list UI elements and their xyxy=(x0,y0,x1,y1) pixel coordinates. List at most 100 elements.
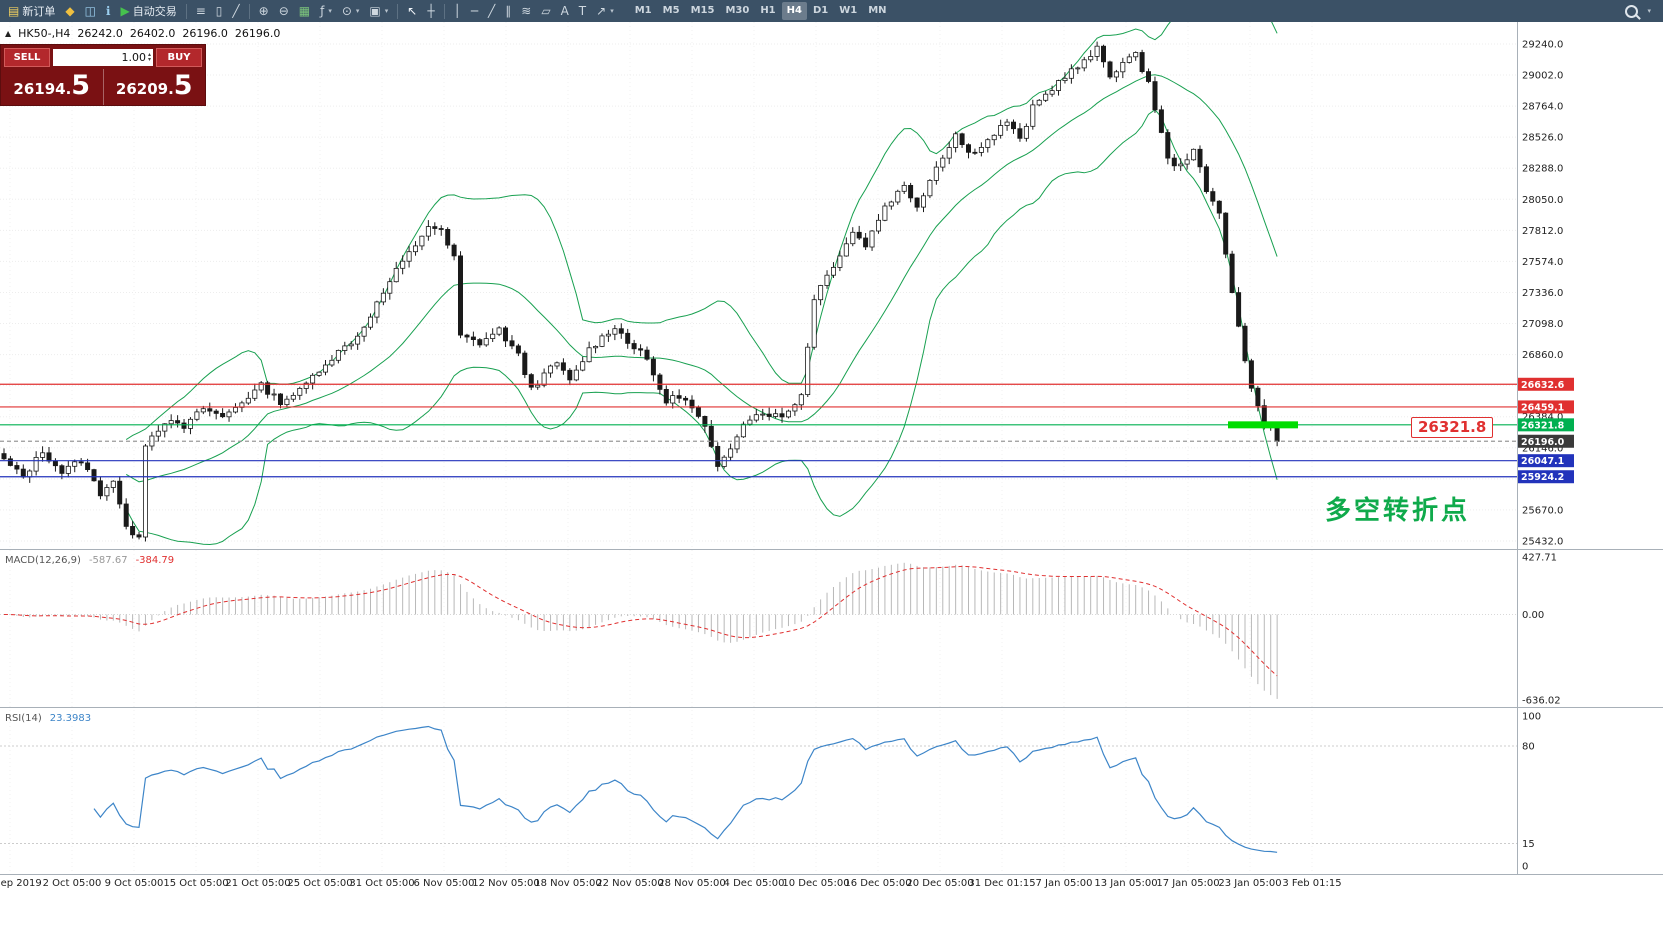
svg-text:26146.0: 26146.0 xyxy=(1522,443,1563,454)
indicators-icon[interactable]: ƒ ▾ xyxy=(316,2,336,20)
text-label-icon: T xyxy=(578,4,587,18)
buy-price-main: 26209. xyxy=(115,80,174,98)
dropdown-caret-icon: ▾ xyxy=(328,7,332,15)
zoom-in-icon[interactable]: ⊕ xyxy=(255,2,273,20)
crosshair-icon[interactable]: ┼ xyxy=(423,2,438,20)
svg-text:12 Nov 05:00: 12 Nov 05:00 xyxy=(472,878,539,889)
svg-text:26459.1: 26459.1 xyxy=(1521,402,1564,413)
arrows-icon[interactable]: ↗ ▾ xyxy=(592,2,618,20)
macd-name: MACD(12,26,9) xyxy=(5,555,81,566)
zoom-out-icon: ⊖ xyxy=(278,4,289,18)
terminal-window-icon: ◫ xyxy=(84,4,96,18)
svg-text:10 Dec 05:00: 10 Dec 05:00 xyxy=(782,878,849,889)
svg-text:27098.0: 27098.0 xyxy=(1522,319,1563,330)
svg-text:28050.0: 28050.0 xyxy=(1522,195,1563,206)
text-label-icon[interactable]: T xyxy=(575,2,590,20)
timeframe-h1[interactable]: H1 xyxy=(760,5,776,16)
templates-icon[interactable]: ▣ ▾ xyxy=(365,2,392,20)
auto-trading-button[interactable]: ▶ 自动交易 xyxy=(116,2,180,20)
svg-text:6 Nov 05:00: 6 Nov 05:00 xyxy=(413,878,474,889)
timeframe-m30[interactable]: M30 xyxy=(725,5,750,16)
text-icon[interactable]: A xyxy=(557,2,573,20)
buy-price[interactable]: 26209. 5 xyxy=(102,69,206,105)
horizontal-line-icon[interactable]: ─ xyxy=(467,2,482,20)
toolbar-overflow-icon[interactable]: ▾ xyxy=(1647,7,1651,15)
toolbar-right-group: ▾ xyxy=(1625,4,1659,18)
help-icon: ℹ xyxy=(105,4,111,18)
line-chart-icon: ╱ xyxy=(232,4,240,18)
timeframe-w1[interactable]: W1 xyxy=(839,5,858,16)
svg-text:3 Feb 01:15: 3 Feb 01:15 xyxy=(1282,878,1341,889)
dropdown-caret-icon: ▾ xyxy=(610,7,614,15)
terminal-window-icon[interactable]: ◫ xyxy=(81,2,100,20)
svg-text:26384.0: 26384.0 xyxy=(1522,412,1563,423)
equidistant-channel-icon[interactable]: ∥ xyxy=(501,2,515,20)
rsi-value: 23.3983 xyxy=(49,713,92,724)
svg-text:18 Nov 05:00: 18 Nov 05:00 xyxy=(534,878,601,889)
timeframe-mn[interactable]: MN xyxy=(868,5,887,16)
timeframe-m5[interactable]: M5 xyxy=(662,5,680,16)
svg-text:17 Jan 05:00: 17 Jan 05:00 xyxy=(1156,878,1219,889)
line-chart-icon[interactable]: ╱ xyxy=(228,2,243,20)
volume-down-button[interactable]: ▾ xyxy=(147,56,151,63)
svg-text:25 Sep 2019: 25 Sep 2019 xyxy=(0,878,42,889)
templates-icon: ▣ xyxy=(369,4,381,18)
equidistant-channel-icon: ∥ xyxy=(505,4,512,18)
tile-windows-icon[interactable]: ▦ xyxy=(295,2,314,20)
turning-point-text-object[interactable]: 多空转折点 xyxy=(1325,496,1471,526)
sell-button[interactable]: SELL xyxy=(4,47,50,67)
candlestick-chart-icon[interactable]: ▯ xyxy=(212,2,227,20)
svg-text:26196.0: 26196.0 xyxy=(1521,437,1565,448)
bar-chart-icon[interactable]: ≡ xyxy=(192,2,210,20)
svg-text:80: 80 xyxy=(1522,742,1535,753)
periods-icon[interactable]: ⊙ ▾ xyxy=(338,2,364,20)
svg-text:29240.0: 29240.0 xyxy=(1522,40,1563,51)
ohlc-high: 26402.0 xyxy=(129,27,176,40)
timeframe-d1[interactable]: D1 xyxy=(812,5,829,16)
zoom-out-icon[interactable]: ⊖ xyxy=(275,2,293,20)
buy-price-big: 5 xyxy=(173,70,193,101)
timeframe-h4[interactable]: H4 xyxy=(781,2,807,20)
price-callout-object[interactable]: 26321.8 xyxy=(1411,417,1494,438)
toolbar-separator xyxy=(248,3,250,19)
sell-price[interactable]: 26194. 5 xyxy=(1,69,103,105)
trendline-icon[interactable]: ╱ xyxy=(484,2,499,20)
new-order-button-label: 新订单 xyxy=(22,5,56,18)
svg-text:27336.0: 27336.0 xyxy=(1522,288,1563,299)
timeframe-m15[interactable]: M15 xyxy=(690,5,715,16)
svg-text:26860.0: 26860.0 xyxy=(1522,350,1563,361)
volume-field[interactable]: 1.00 ▴ ▾ xyxy=(53,48,153,66)
svg-text:22 Nov 05:00: 22 Nov 05:00 xyxy=(596,878,663,889)
new-order-icon: ▤ xyxy=(8,4,20,18)
svg-text:15 Oct 05:00: 15 Oct 05:00 xyxy=(163,878,228,889)
cursor-icon: ↖ xyxy=(407,4,418,18)
svg-text:25 Oct 05:00: 25 Oct 05:00 xyxy=(287,878,352,889)
text-icon: A xyxy=(560,4,569,18)
buy-button[interactable]: BUY xyxy=(156,47,202,67)
svg-text:27812.0: 27812.0 xyxy=(1522,226,1563,237)
svg-text:0.00: 0.00 xyxy=(1522,610,1544,621)
trendline-icon: ╱ xyxy=(488,4,496,18)
symbol-marker-icon: ▲ xyxy=(5,29,12,38)
search-icon[interactable] xyxy=(1625,4,1639,18)
macd-label: MACD(12,26,9) -587.67 -384.79 xyxy=(5,555,174,566)
shapes-icon: ▱ xyxy=(541,4,551,18)
help-icon[interactable]: ℹ xyxy=(102,2,115,20)
rsi-name: RSI(14) xyxy=(5,713,42,724)
mql-community-icon[interactable]: ◆ xyxy=(61,2,78,20)
svg-text:28764.0: 28764.0 xyxy=(1522,102,1563,113)
volume-up-button[interactable]: ▴ xyxy=(147,51,151,58)
toolbar-separator xyxy=(397,3,399,19)
bar-chart-icon: ≡ xyxy=(195,4,206,18)
cursor-icon[interactable]: ↖ xyxy=(403,2,421,20)
fibonacci-icon[interactable]: ≋ xyxy=(517,2,535,20)
svg-text:7 Jan 05:00: 7 Jan 05:00 xyxy=(1036,878,1093,889)
new-order-button[interactable]: ▤ 新订单 xyxy=(4,2,59,20)
vertical-line-icon[interactable]: │ xyxy=(450,2,465,20)
shapes-icon[interactable]: ▱ xyxy=(537,2,554,20)
horizontal-line-icon: ─ xyxy=(470,4,479,18)
svg-text:27574.0: 27574.0 xyxy=(1522,257,1563,268)
svg-text:427.71: 427.71 xyxy=(1522,553,1557,564)
timeframe-m1[interactable]: M1 xyxy=(634,5,652,16)
